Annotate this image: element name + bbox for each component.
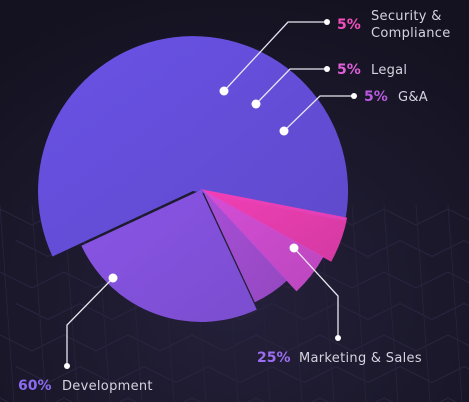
callout-end-dot-development	[64, 363, 70, 369]
callout-line-legal	[255, 68, 327, 105]
mesh-line	[0, 204, 15, 402]
category-label-security-compliance-line-1: Security &	[371, 9, 442, 24]
value-label-security-compliance: 5%	[337, 17, 361, 33]
mesh-line	[383, 204, 399, 402]
callout-dot-g-a	[279, 126, 289, 136]
callout-end-dot-security-compliance	[324, 19, 330, 25]
value-label-legal: 5%	[337, 62, 361, 78]
pie-slice-legal	[201, 189, 324, 292]
callout-end-dot-marketing-sales	[335, 335, 341, 341]
callout-dot-marketing-sales	[289, 243, 299, 253]
pie-slice-marketing-sales	[81, 190, 257, 322]
value-label-g-a: 5%	[364, 89, 388, 105]
value-label-marketing-sales: 25%	[257, 350, 291, 366]
category-label-development: Development	[62, 379, 153, 394]
callout-end-dot-legal	[324, 66, 330, 72]
callout-line-g-a	[283, 95, 354, 132]
callout-dot-development	[108, 273, 118, 283]
value-label-development: 60%	[18, 378, 52, 394]
category-label-marketing-sales: Marketing & Sales	[299, 351, 422, 366]
callout-line-development	[66, 277, 114, 366]
category-label-security-compliance-line-2: Compliance	[371, 26, 451, 41]
callout-line-marketing-sales	[293, 247, 339, 338]
category-label-legal: Legal	[371, 63, 407, 78]
mesh-line	[0, 334, 469, 352]
callout-dot-security-compliance	[219, 86, 229, 96]
pie-slices	[38, 36, 349, 322]
mesh-line	[31, 204, 47, 402]
mesh-line	[95, 204, 111, 402]
callout-dot-legal	[251, 99, 261, 109]
category-label-g-a: G&A	[398, 90, 428, 105]
mesh-line	[415, 204, 431, 402]
pie-slice-g-a	[202, 189, 288, 303]
pie-slice-development	[38, 36, 349, 257]
mesh-line	[0, 397, 458, 402]
mesh-line	[351, 204, 367, 402]
pie-slice-security-compliance	[200, 189, 348, 262]
callout-line-security-compliance	[223, 21, 327, 92]
callout-end-dot-g-a	[351, 93, 357, 99]
mesh-line	[15, 302, 469, 321]
callouts: 5% Security & Compliance 5% Legal 5% G&A 25% Mar…	[18, 9, 451, 394]
mesh-line	[447, 204, 463, 402]
mesh-line	[15, 365, 469, 384]
